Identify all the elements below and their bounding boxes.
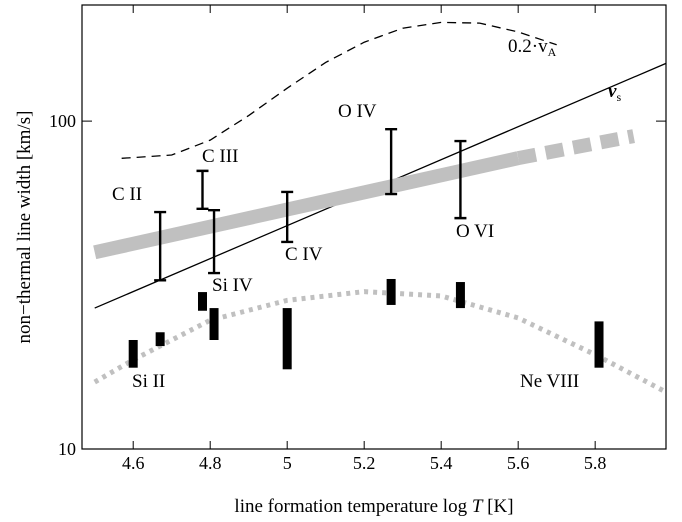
ion-label: C III [202,146,238,167]
ion-label: C IV [285,244,323,265]
series-label-sub: A [548,45,557,59]
error-bar [208,208,221,275]
ion-label: Ne VIII [520,371,579,392]
range-bar [386,278,396,305]
y-tick-label: 10 [58,439,76,459]
series-label-main: v [608,81,617,102]
ion-label: O IV [338,101,377,122]
series-label: vs [608,81,621,104]
y-axis-label: non−thermal line width [km/s] [14,111,35,344]
y-tick-label: 100 [49,111,76,131]
x-axis-label: line formation temperature log T [K] [234,496,513,517]
ion-label: O VI [456,221,494,242]
x-tick-label: 5.4 [430,453,453,473]
range-bar [455,282,465,309]
error-bar [454,139,467,220]
x-axis-label-part: T [472,496,484,517]
series-label-sub: s [616,90,621,104]
range-bar [209,308,219,340]
x-tick-label: 4.8 [199,453,222,473]
series-line [93,151,520,260]
x-tick-label: 4.6 [122,453,145,473]
range-bar [128,339,138,368]
series-label: 0.2·vA [508,36,557,59]
error-bar [154,210,167,282]
range-bar [197,292,207,311]
x-tick-label: 5.8 [584,453,607,473]
x-tick-label: 5.6 [507,453,530,473]
x-axis-label-part: [K] [482,496,513,517]
range-bar [594,321,604,368]
series-label-main: 0.2·v [508,36,548,57]
error-bar [281,190,294,244]
plot-area [93,21,666,394]
plot-frame [81,4,667,450]
error-bar [196,169,209,211]
ion-label: Si II [132,371,165,392]
ion-label: Si IV [212,275,253,296]
x-axis-label-part: line formation temperature log [234,496,471,517]
range-bar [282,308,292,370]
series-line [93,289,666,394]
x-tick-label: 5 [283,453,292,473]
ion-label: C II [112,184,142,205]
series-line [516,129,635,166]
error-bar [385,127,398,196]
range-bar [155,332,165,347]
x-tick-label: 5.2 [353,453,376,473]
